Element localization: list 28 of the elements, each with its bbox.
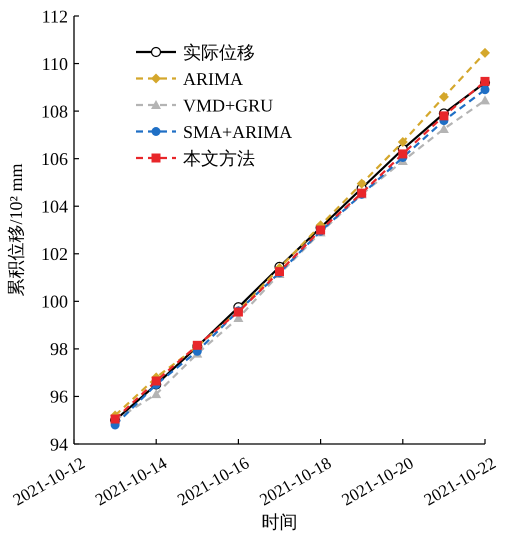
point: [438, 124, 449, 133]
y-tick-label: 104: [41, 196, 68, 217]
point: [480, 48, 490, 58]
point: [480, 95, 490, 104]
y-tick-label: 106: [41, 148, 68, 169]
y-tick-label: 110: [42, 54, 68, 74]
y-tick-label: 94: [50, 434, 68, 454]
legend-label: VMD+GRU: [183, 95, 274, 116]
legend-label: 本文方法: [183, 148, 255, 168]
y-tick-label: 108: [41, 101, 68, 122]
y-axis-title: 累积位移/10² mm: [6, 164, 26, 296]
y-tick-label: 96: [50, 386, 68, 407]
y-tick-label: 98: [50, 339, 68, 360]
point: [151, 389, 162, 398]
point: [152, 376, 161, 386]
point: [398, 149, 408, 158]
legend-label: ARIMA: [183, 68, 244, 89]
point: [438, 92, 449, 102]
legend-label: 实际位移: [183, 42, 255, 62]
point: [398, 137, 408, 148]
point: [439, 111, 448, 120]
legend-label: SMA+ARIMA: [183, 122, 292, 142]
y-tick-label: 102: [41, 244, 68, 264]
x-axis-title: 时间: [262, 512, 298, 532]
y-tick-label: 112: [42, 6, 68, 26]
point: [356, 178, 367, 189]
point: [480, 85, 490, 94]
y-tick-label: 100: [41, 292, 68, 312]
